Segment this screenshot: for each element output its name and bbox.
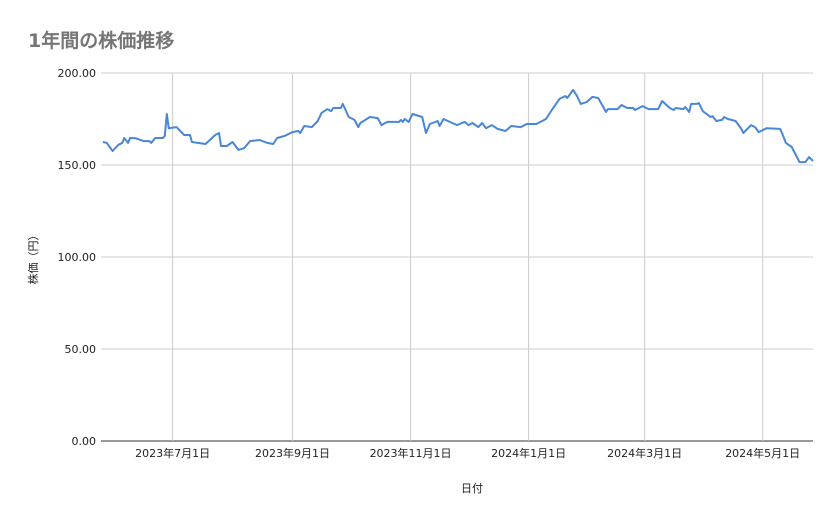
y-tick-label: 50.00 — [65, 343, 97, 356]
x-tick-label: 2024年3月1日 — [607, 446, 682, 460]
x-tick-label: 2023年9月1日 — [255, 446, 330, 460]
price-series-line — [102, 88, 814, 164]
x-tick-label: 2023年11月1日 — [370, 446, 452, 460]
y-tick-label: 100.00 — [58, 251, 97, 264]
chart-title: 1年間の株価推移 — [28, 30, 175, 52]
x-tick-label: 2024年5月1日 — [725, 446, 800, 460]
x-tick-label: 2023年7月1日 — [135, 446, 210, 460]
y-tick-label: 0.00 — [72, 435, 97, 448]
y-tick-label: 150.00 — [58, 159, 97, 172]
x-axis-title: 日付 — [461, 482, 483, 495]
x-tick-label: 2024年1月1日 — [491, 446, 566, 460]
y-tick-label: 200.00 — [58, 67, 97, 80]
